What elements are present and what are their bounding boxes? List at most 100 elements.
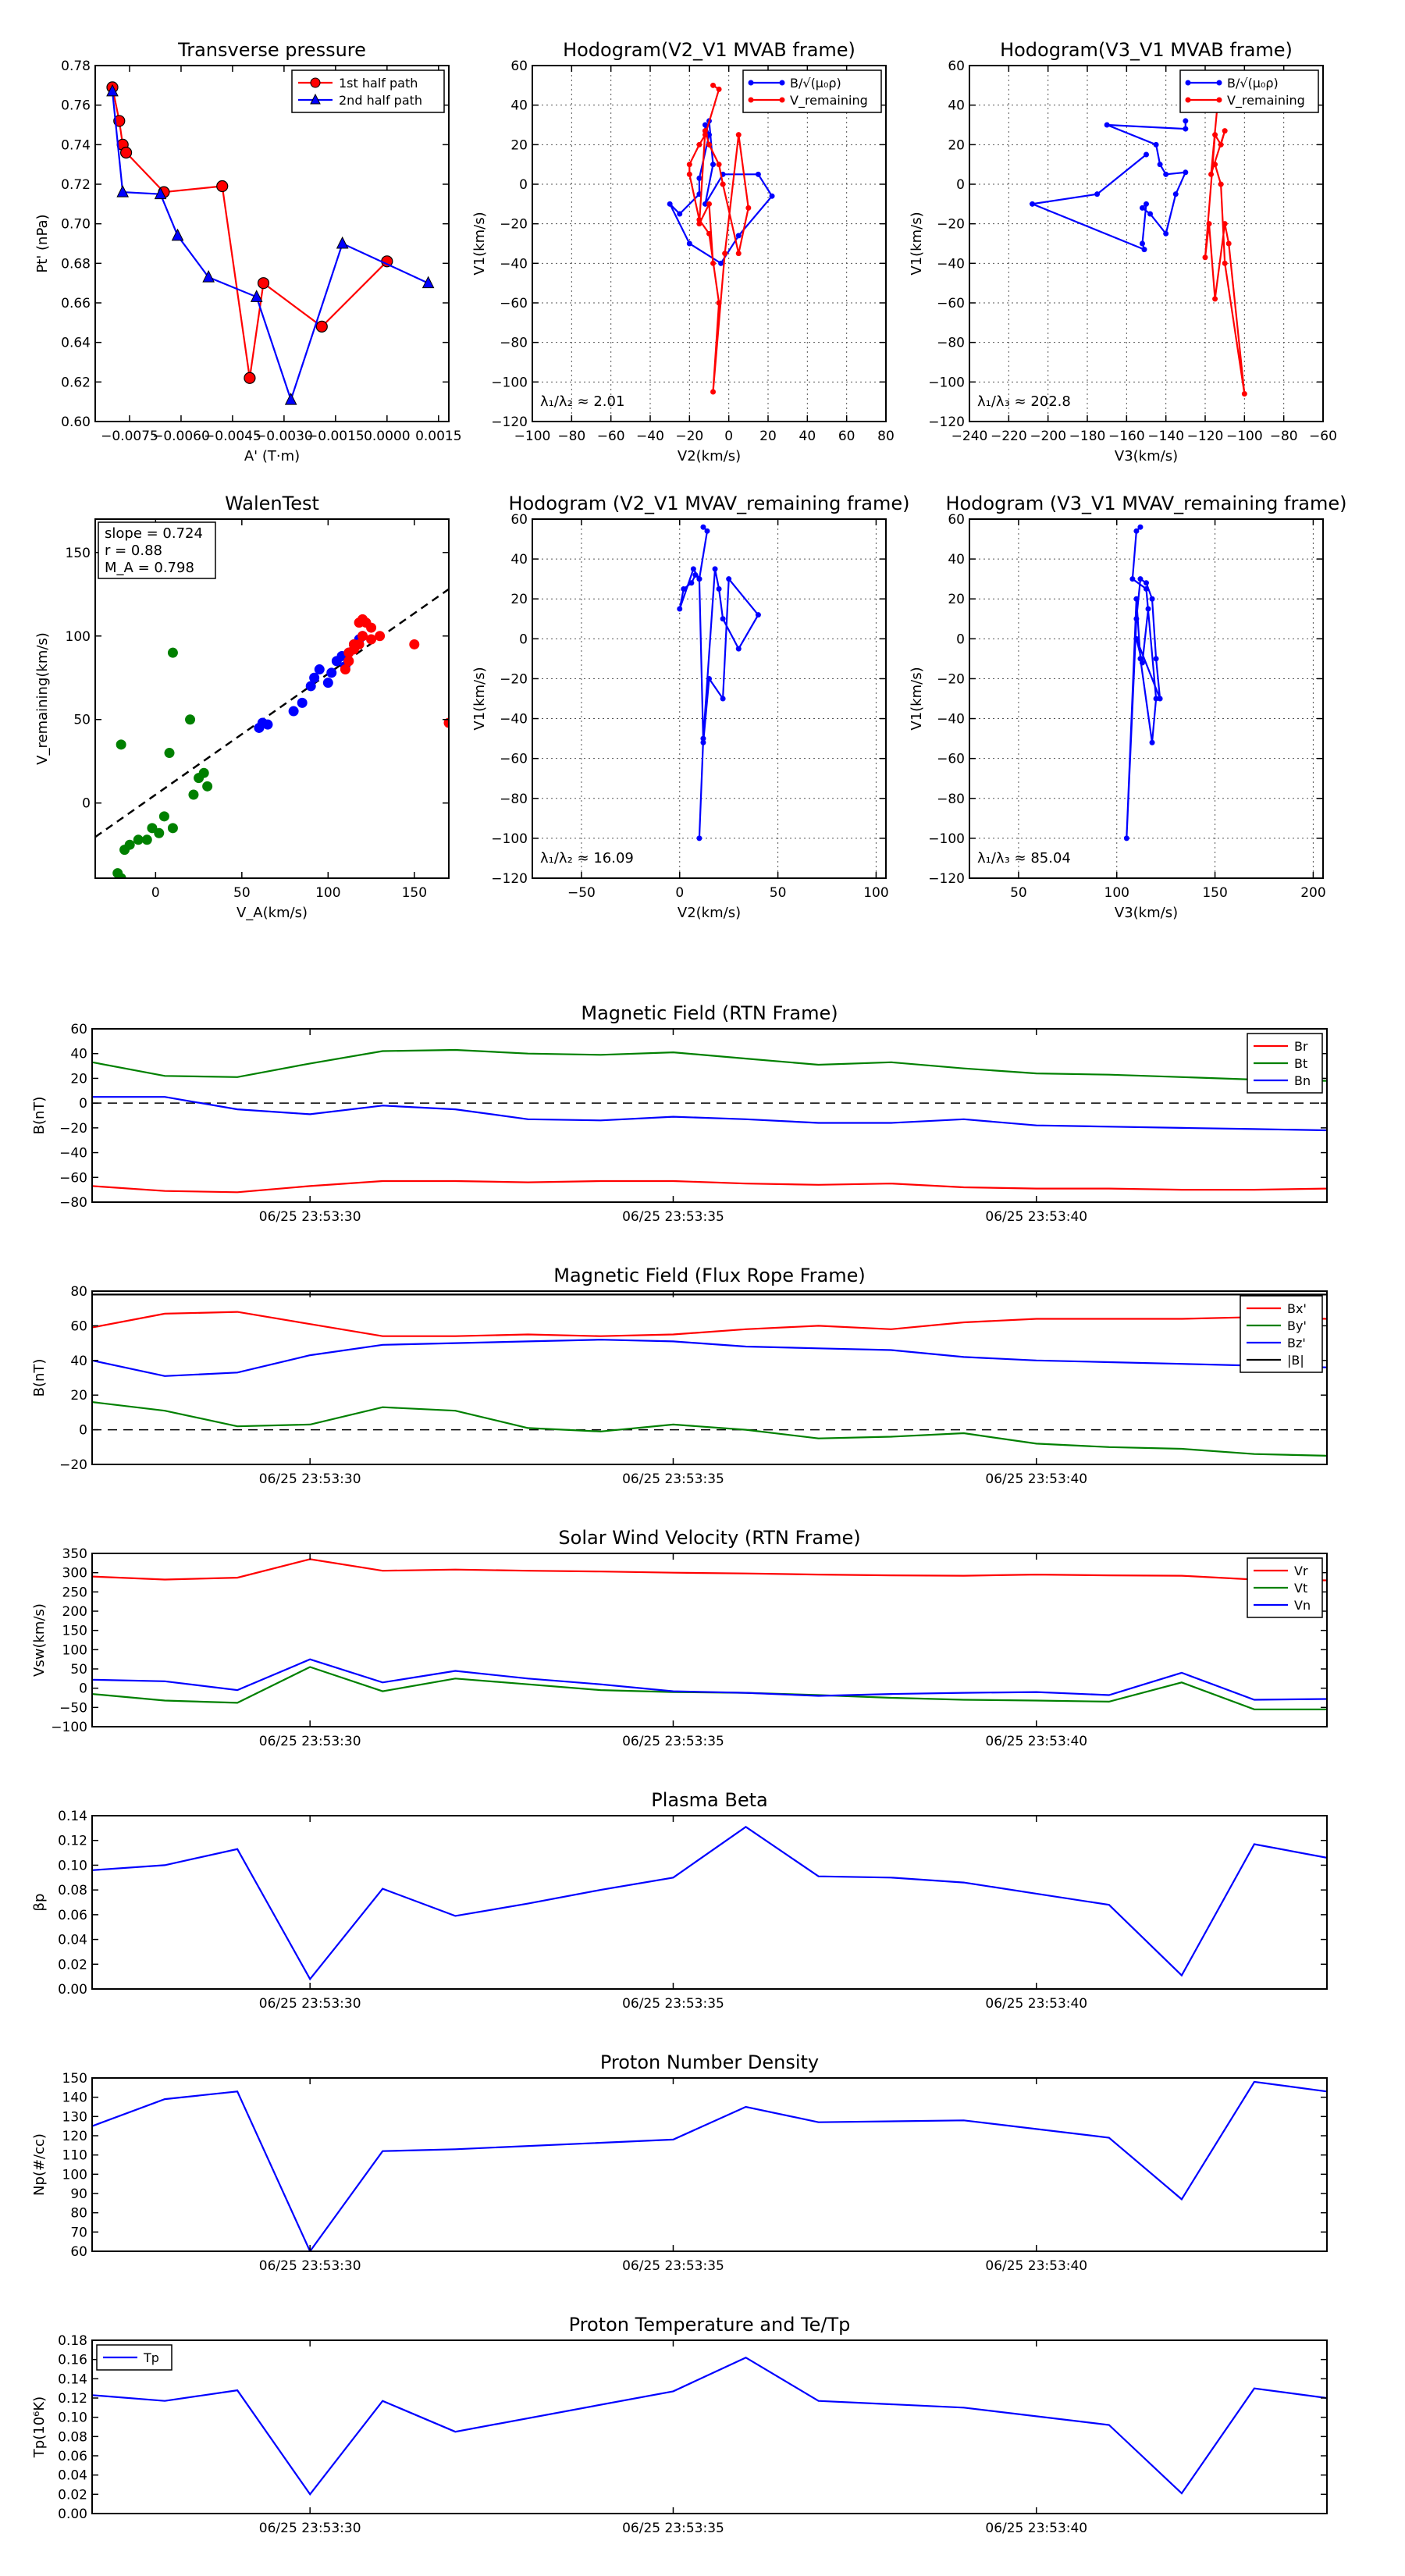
chart-title: Magnetic Field (RTN Frame) bbox=[581, 1002, 838, 1024]
plot-area bbox=[1029, 82, 1247, 397]
y-tick-label: 50 bbox=[73, 713, 91, 728]
y-axis-label: Np(#/cc) bbox=[31, 2133, 48, 2196]
series-line-1st half path bbox=[111, 87, 388, 379]
data-point bbox=[700, 735, 706, 742]
x-tick-label: −160 bbox=[1108, 429, 1145, 444]
data-point bbox=[154, 827, 165, 838]
y-axis-label: V1(km/s) bbox=[909, 667, 925, 730]
y-tick-label: 90 bbox=[70, 2186, 87, 2202]
y-tick-label: −80 bbox=[937, 336, 965, 351]
data-point bbox=[1206, 221, 1212, 227]
data-point bbox=[1123, 835, 1129, 841]
y-tick-label: 250 bbox=[62, 1585, 87, 1600]
chart-beta: 06/25 23:53:30 06/25 23:53:35 06/25 23:53:… bbox=[31, 1789, 1328, 2012]
y-tick-label: 0.64 bbox=[61, 336, 91, 351]
data-point bbox=[735, 233, 742, 239]
data-point bbox=[366, 634, 377, 645]
legend-marker bbox=[310, 77, 321, 88]
plot-frame bbox=[969, 65, 1324, 422]
data-point bbox=[706, 141, 712, 148]
y-tick-label: 0 bbox=[79, 1681, 87, 1697]
y-tick-label: −20 bbox=[59, 1121, 87, 1137]
data-point bbox=[1149, 596, 1155, 602]
legend-marker bbox=[310, 93, 321, 105]
x-tick-label: 100 bbox=[1104, 885, 1129, 901]
y-tick-label: −60 bbox=[937, 752, 965, 767]
legend-marker bbox=[1216, 97, 1222, 103]
stats-text: slope = 0.724 bbox=[105, 525, 203, 542]
legend-label: Tp bbox=[143, 2350, 159, 2365]
data-point bbox=[702, 132, 708, 138]
x-tick-label: 150 bbox=[402, 885, 427, 901]
legend-box bbox=[742, 69, 882, 113]
plot-area bbox=[92, 1293, 1327, 1457]
series-line-blue bbox=[1126, 526, 1161, 838]
data-point bbox=[1144, 151, 1149, 158]
data-point bbox=[336, 236, 349, 249]
y-axis-label: B(nT) bbox=[31, 1359, 48, 1397]
x-tick-label: 06/25 23:53:40 bbox=[985, 1734, 1087, 1749]
data-point bbox=[710, 260, 717, 266]
chart-title: Proton Temperature and Te/Tp bbox=[569, 2314, 851, 2336]
data-point bbox=[696, 835, 702, 841]
x-tick-label: −50 bbox=[567, 885, 596, 901]
data-point bbox=[702, 122, 708, 128]
y-tick-label: −80 bbox=[937, 792, 965, 807]
x-tick-label: 06/25 23:53:40 bbox=[985, 1471, 1087, 1487]
y-tick-label: 0.02 bbox=[58, 1957, 87, 1973]
y-tick-label: −120 bbox=[491, 415, 528, 430]
y-tick-label: 40 bbox=[948, 552, 965, 568]
data-point bbox=[1222, 128, 1228, 134]
y-tick-label: 60 bbox=[510, 59, 528, 74]
data-point bbox=[216, 180, 229, 193]
ratio-annotation: λ₁/λ₃ ≈ 202.8 bbox=[977, 393, 1071, 410]
x-tick-label: −240 bbox=[951, 429, 988, 444]
y-tick-label: −20 bbox=[937, 671, 965, 687]
y-tick-label: 0.18 bbox=[58, 2333, 87, 2349]
data-point bbox=[167, 647, 178, 658]
data-point bbox=[1139, 240, 1145, 247]
y-tick-label: −120 bbox=[928, 415, 965, 430]
legend-label: 1st half path bbox=[339, 76, 418, 91]
chart-title: Hodogram (V3_V1 MVAV_remaining frame) bbox=[945, 493, 1346, 514]
data-point bbox=[692, 572, 699, 578]
data-point bbox=[116, 739, 126, 750]
y-tick-label: 0.00 bbox=[58, 2507, 87, 2522]
x-tick-label: −220 bbox=[991, 429, 1027, 444]
data-point bbox=[1153, 696, 1159, 702]
data-point bbox=[357, 614, 368, 624]
x-tick-label: 06/25 23:53:30 bbox=[259, 1471, 361, 1487]
x-tick-label: 150 bbox=[1202, 885, 1227, 901]
data-point bbox=[735, 251, 742, 257]
legend-marker bbox=[1185, 80, 1191, 86]
y-tick-label: −20 bbox=[59, 1457, 87, 1473]
data-point bbox=[297, 697, 308, 708]
data-point bbox=[700, 739, 706, 745]
x-axis-label: V3(km/s) bbox=[1115, 448, 1178, 464]
data-point bbox=[702, 201, 708, 207]
series-line-Tp bbox=[92, 2356, 1327, 2496]
legend: Br Bt Bn bbox=[1247, 1033, 1323, 1094]
stats-text: r = 0.88 bbox=[105, 543, 162, 559]
y-tick-label: 0.06 bbox=[58, 2449, 87, 2464]
data-point bbox=[1212, 132, 1218, 138]
y-tick-label: 150 bbox=[62, 2071, 87, 2087]
y-tick-label: −60 bbox=[59, 1170, 87, 1186]
y-tick-label: 0.04 bbox=[58, 1933, 87, 1948]
data-point bbox=[755, 171, 761, 177]
y-tick-label: 0 bbox=[519, 177, 528, 193]
plot-frame bbox=[91, 2339, 1328, 2514]
series-line-Np bbox=[92, 2080, 1327, 2251]
series-line-Br bbox=[92, 1179, 1327, 1194]
legend-label: Br bbox=[1294, 1039, 1308, 1054]
data-point bbox=[343, 647, 354, 658]
y-tick-label: 0.74 bbox=[61, 137, 91, 153]
data-point bbox=[712, 566, 718, 572]
data-point bbox=[314, 664, 325, 675]
plot-frame bbox=[91, 1553, 1328, 1727]
data-point bbox=[1137, 576, 1144, 582]
x-axis-label: V2(km/s) bbox=[678, 448, 741, 464]
series-line-beta bbox=[92, 1825, 1327, 1981]
plot-area bbox=[667, 82, 775, 395]
y-tick-label: −40 bbox=[500, 256, 528, 272]
